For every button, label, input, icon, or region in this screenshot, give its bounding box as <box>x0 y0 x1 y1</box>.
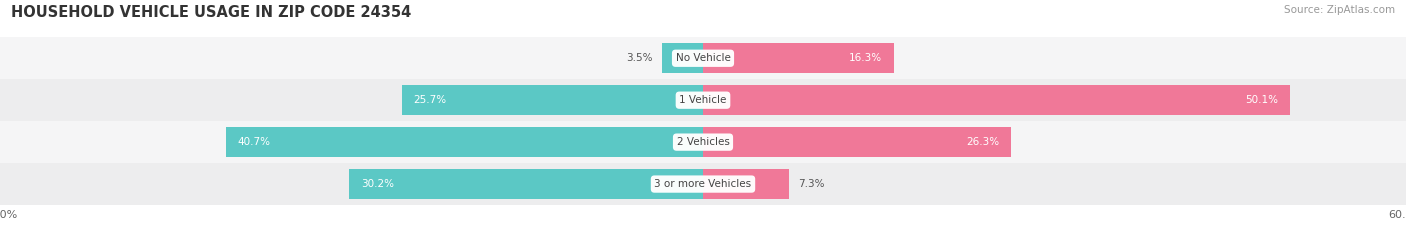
Text: No Vehicle: No Vehicle <box>675 53 731 63</box>
Text: 3 or more Vehicles: 3 or more Vehicles <box>654 179 752 189</box>
Bar <box>703 169 789 199</box>
Bar <box>226 127 703 157</box>
Text: 40.7%: 40.7% <box>238 137 271 147</box>
Text: 26.3%: 26.3% <box>966 137 1000 147</box>
Text: Source: ZipAtlas.com: Source: ZipAtlas.com <box>1284 5 1395 15</box>
Bar <box>0 163 1406 205</box>
Text: 30.2%: 30.2% <box>361 179 394 189</box>
Text: 50.1%: 50.1% <box>1246 95 1278 105</box>
Bar <box>662 43 703 73</box>
Bar <box>0 37 1406 79</box>
Bar <box>703 127 1011 157</box>
Text: 7.3%: 7.3% <box>799 179 824 189</box>
Text: 2 Vehicles: 2 Vehicles <box>676 137 730 147</box>
Text: 16.3%: 16.3% <box>849 53 883 63</box>
Bar <box>402 85 703 115</box>
Bar <box>703 85 1291 115</box>
Text: 1 Vehicle: 1 Vehicle <box>679 95 727 105</box>
Bar <box>0 79 1406 121</box>
Bar <box>703 43 894 73</box>
Text: HOUSEHOLD VEHICLE USAGE IN ZIP CODE 24354: HOUSEHOLD VEHICLE USAGE IN ZIP CODE 2435… <box>11 5 412 20</box>
Bar <box>349 169 703 199</box>
Bar <box>0 121 1406 163</box>
Text: 3.5%: 3.5% <box>626 53 652 63</box>
Text: 25.7%: 25.7% <box>413 95 447 105</box>
